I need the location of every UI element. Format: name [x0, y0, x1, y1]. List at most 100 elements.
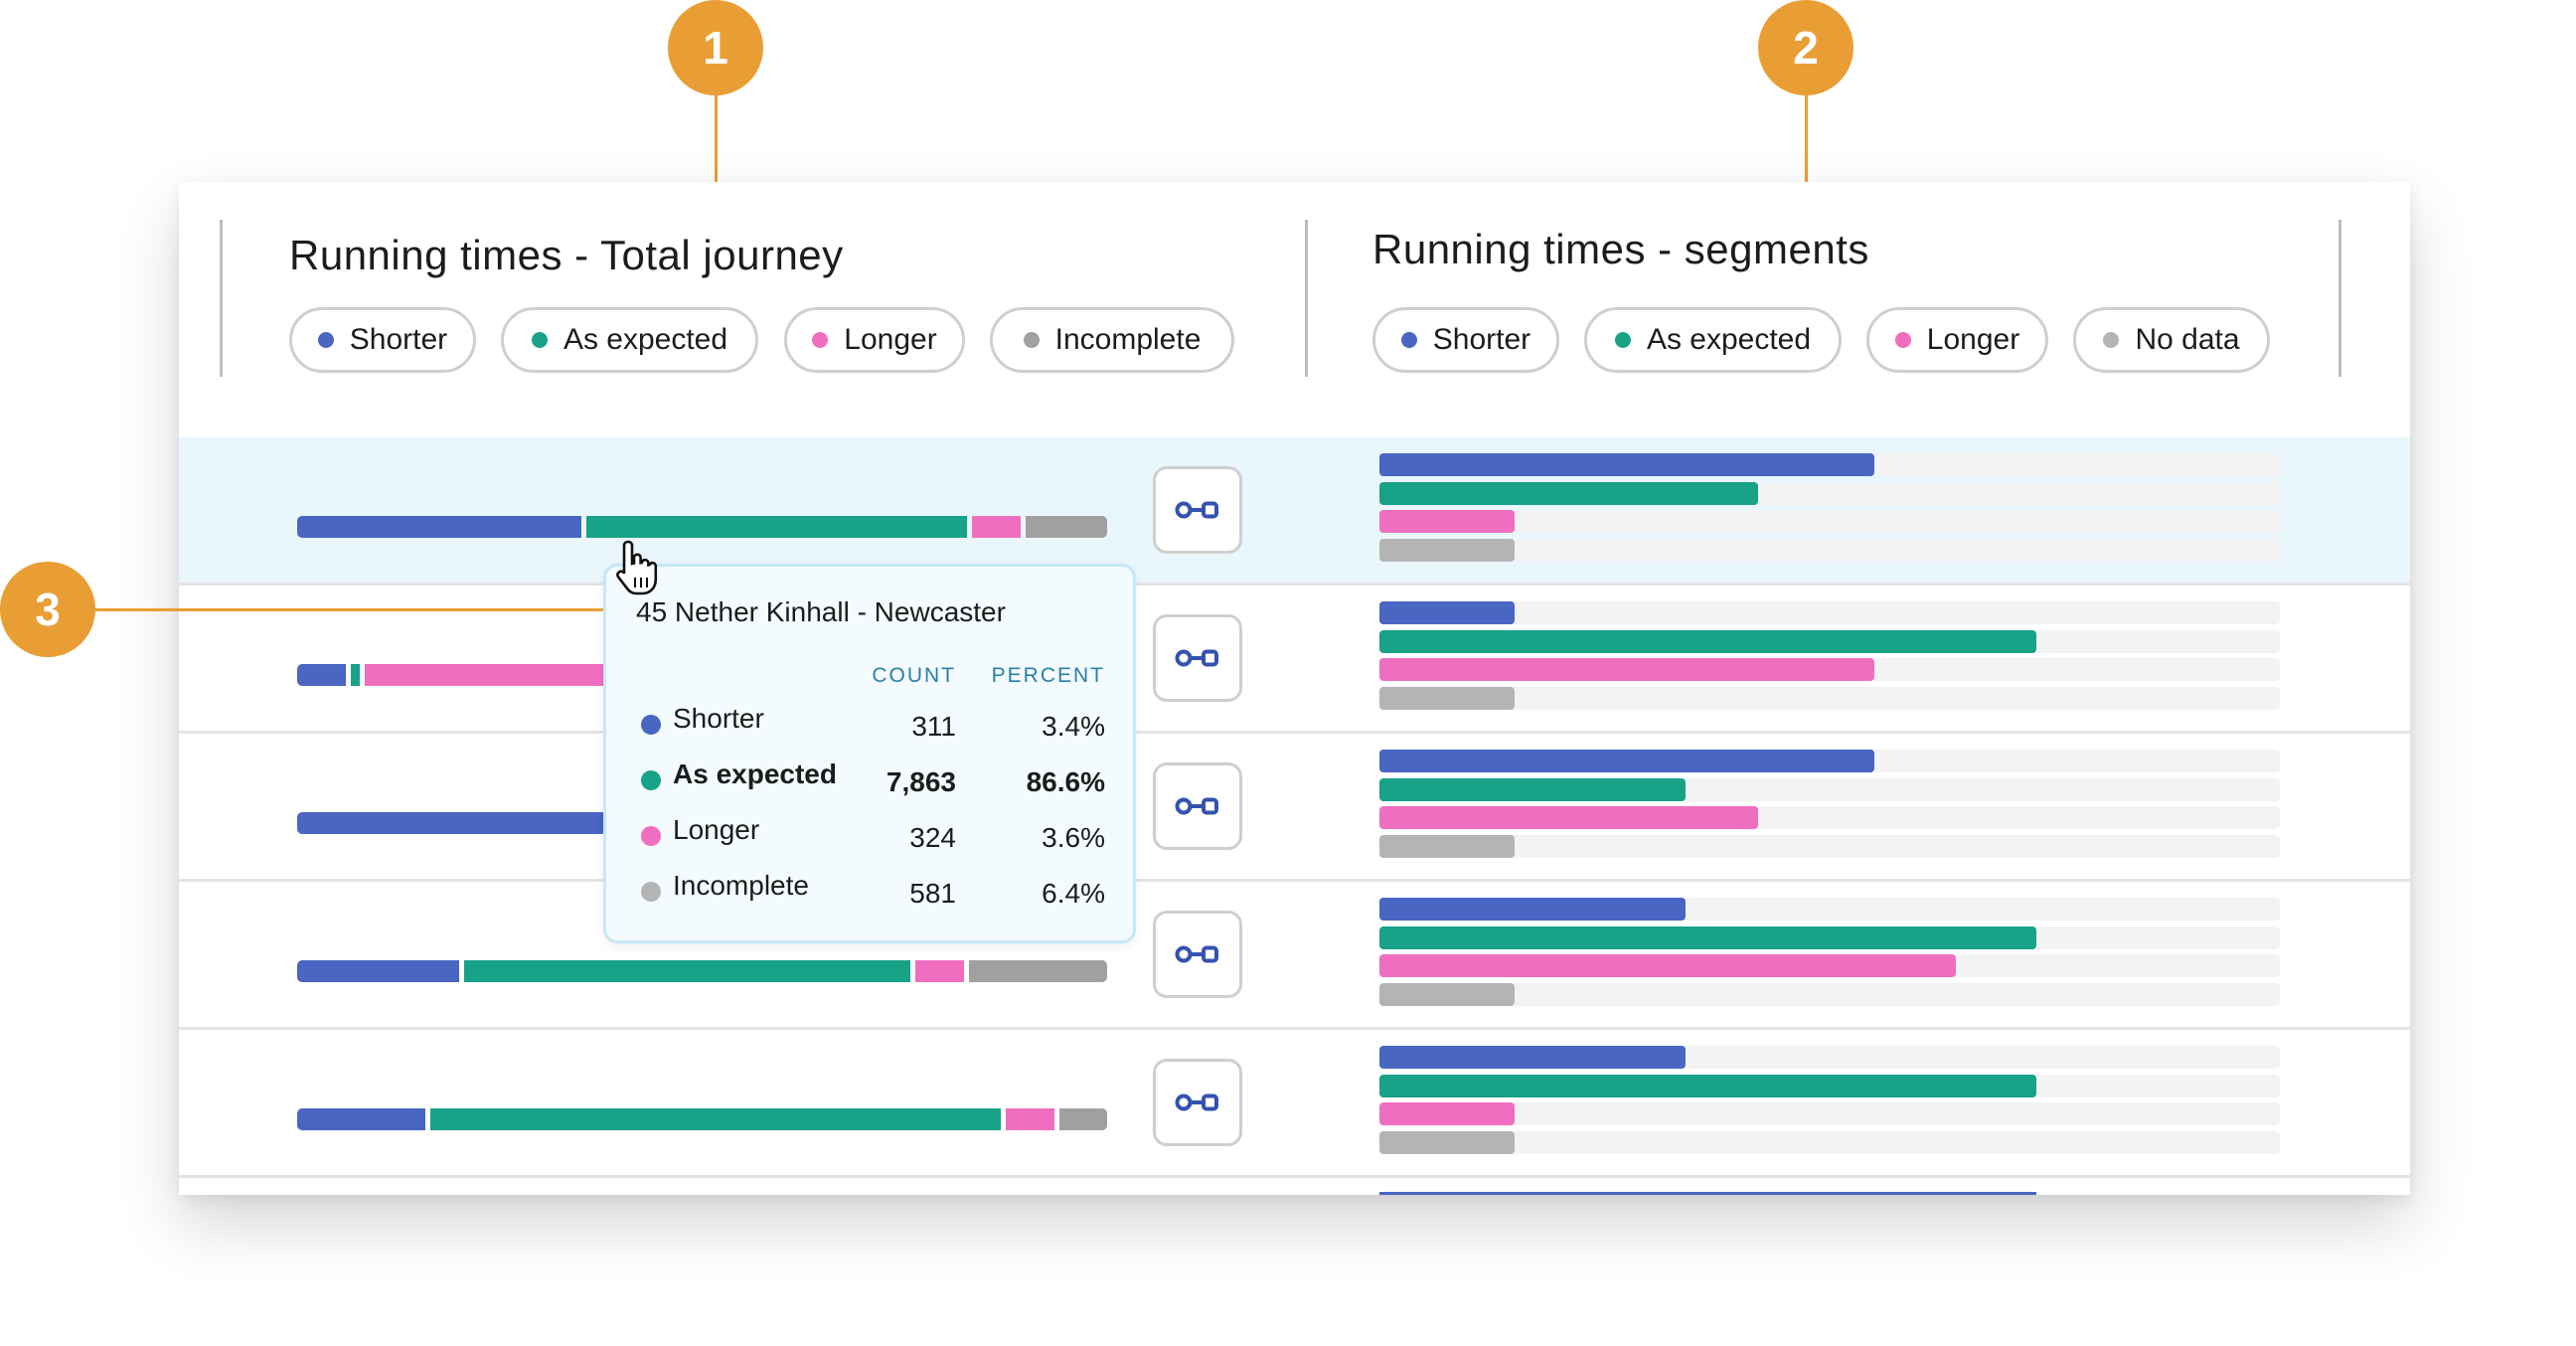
legend-label: No data — [2135, 323, 2240, 356]
legend-dot-icon — [1894, 332, 1911, 348]
segment-track-shorter[interactable] — [1379, 750, 2280, 772]
total-bar-incomplete[interactable] — [969, 960, 1108, 982]
total-bar-incomplete[interactable] — [1026, 516, 1107, 538]
total-bar-longer[interactable] — [915, 960, 965, 982]
segment-bar-as-expected — [1379, 1074, 2037, 1097]
segment-bar-shorter — [1379, 601, 1515, 624]
tooltip-row-count: 581 — [909, 878, 956, 909]
journey-row[interactable] — [179, 882, 2410, 1030]
tooltip-row-percent: 86.6% — [1026, 766, 1105, 797]
segment-bar-incomplete — [1379, 1130, 1515, 1154]
legend-dot-icon — [1614, 332, 1631, 348]
next-row-partial-bar — [1379, 1192, 2036, 1195]
link-icon — [1175, 797, 1218, 815]
segment-bars — [1379, 750, 2280, 863]
segment-track-as-expected[interactable] — [1379, 629, 2280, 653]
legend-chip-as-expected[interactable]: As expected — [1584, 307, 1842, 373]
legend-chip-as-expected[interactable]: As expected — [501, 307, 758, 373]
segment-track-shorter[interactable] — [1379, 898, 2280, 921]
tooltip-row-label: Incomplete — [673, 870, 809, 901]
total-journey-bar[interactable] — [297, 1108, 1107, 1130]
segment-bar-shorter — [1379, 453, 1875, 476]
total-bar-longer[interactable] — [1006, 1108, 1054, 1130]
total-bar-as-expected[interactable] — [585, 516, 968, 538]
journey-row[interactable] — [179, 1030, 2410, 1178]
segment-track-incomplete[interactable] — [1379, 834, 2280, 858]
segment-track-longer[interactable] — [1379, 1102, 2280, 1125]
segment-track-shorter[interactable] — [1379, 601, 2280, 624]
legend-chip-longer[interactable]: Longer — [784, 307, 965, 373]
tooltip-row-percent: 3.4% — [1042, 711, 1105, 742]
segment-bar-incomplete — [1379, 834, 1515, 858]
total-bar-shorter[interactable] — [297, 664, 347, 686]
segment-bar-longer — [1379, 806, 1758, 829]
total-bar-as-expected[interactable] — [430, 1108, 1002, 1130]
legend-dot-icon — [2103, 332, 2120, 348]
tooltip-count-header: COUNT — [872, 664, 956, 687]
total-bar-as-expected[interactable] — [464, 960, 911, 982]
segment-track-incomplete[interactable] — [1379, 982, 2280, 1006]
tooltip-row-label: Shorter — [673, 703, 764, 734]
total-bar-incomplete[interactable] — [1058, 1108, 1107, 1130]
total-bar-shorter[interactable] — [297, 1108, 426, 1130]
legend-label: Longer — [844, 323, 937, 356]
segment-track-as-expected[interactable] — [1379, 777, 2280, 801]
segment-track-incomplete[interactable] — [1379, 1130, 2280, 1154]
segment-track-longer[interactable] — [1379, 510, 2280, 533]
journey-tooltip: 45 Nether Kinhall - Newcaster COUNT PERC… — [603, 564, 1136, 943]
segment-bar-incomplete — [1379, 686, 1515, 710]
legend-label: Incomplete — [1054, 323, 1202, 356]
segment-bar-incomplete — [1379, 982, 1515, 1006]
legend-chip-incomplete[interactable]: Incomplete — [990, 307, 1234, 373]
callout-badge-1: 1 — [668, 0, 763, 95]
total-bar-shorter[interactable] — [297, 516, 581, 538]
running-times-panel: Running times - Total journey Shorter As … — [179, 182, 2410, 1195]
legend-chip-no-data[interactable]: No data — [2073, 307, 2270, 373]
status-dot-icon — [641, 882, 661, 902]
link-segments-button[interactable] — [1153, 614, 1242, 702]
journey-row[interactable] — [179, 586, 2410, 734]
segment-bar-longer — [1379, 1102, 1515, 1125]
tooltip-title: 45 Nether Kinhall - Newcaster — [636, 596, 1006, 627]
status-dot-icon — [641, 826, 661, 846]
total-journey-bar[interactable] — [297, 960, 1108, 982]
link-segments-button[interactable] — [1153, 1059, 1242, 1146]
segment-track-shorter[interactable] — [1379, 453, 2280, 476]
journey-row[interactable] — [179, 437, 2410, 586]
segment-bar-incomplete — [1379, 538, 1515, 562]
segment-track-longer[interactable] — [1379, 954, 2280, 977]
legend-label: Shorter — [349, 323, 448, 356]
legend-label: Longer — [1926, 323, 2020, 356]
total-bar-as-expected[interactable] — [351, 664, 360, 686]
segment-track-incomplete[interactable] — [1379, 538, 2280, 562]
tooltip-row-count: 7,863 — [886, 766, 956, 797]
segment-track-as-expected[interactable] — [1379, 481, 2280, 505]
callout-badge-2: 2 — [1758, 0, 1853, 95]
total-bar-longer[interactable] — [972, 516, 1022, 538]
segment-bars — [1379, 1046, 2280, 1159]
segment-track-incomplete[interactable] — [1379, 686, 2280, 710]
total-bar-shorter[interactable] — [297, 960, 460, 982]
segment-bar-longer — [1379, 658, 1875, 681]
tooltip-row-count: 324 — [909, 822, 956, 853]
legend-label: As expected — [1646, 323, 1812, 356]
segment-track-as-expected[interactable] — [1379, 925, 2280, 949]
segment-track-longer[interactable] — [1379, 658, 2280, 681]
segments-title: Running times - segments — [1372, 226, 1869, 272]
link-segments-button[interactable] — [1153, 762, 1242, 850]
total-journey-bar[interactable] — [297, 516, 1107, 538]
journey-row[interactable] — [179, 734, 2410, 882]
segment-track-longer[interactable] — [1379, 806, 2280, 829]
legend-chip-shorter[interactable]: Shorter — [1372, 307, 1559, 373]
link-segments-button[interactable] — [1153, 911, 1242, 998]
legend-chip-longer[interactable]: Longer — [1866, 307, 2048, 373]
segment-bar-longer — [1379, 954, 1956, 977]
legend-chip-shorter[interactable]: Shorter — [289, 307, 476, 373]
callout-3-line — [95, 608, 603, 611]
segment-track-as-expected[interactable] — [1379, 1074, 2280, 1097]
link-icon — [1175, 501, 1218, 519]
link-segments-button[interactable] — [1153, 466, 1242, 554]
total-bar-shorter[interactable] — [297, 812, 625, 834]
segment-track-shorter[interactable] — [1379, 1046, 2280, 1069]
callout-badge-3: 3 — [0, 562, 95, 657]
